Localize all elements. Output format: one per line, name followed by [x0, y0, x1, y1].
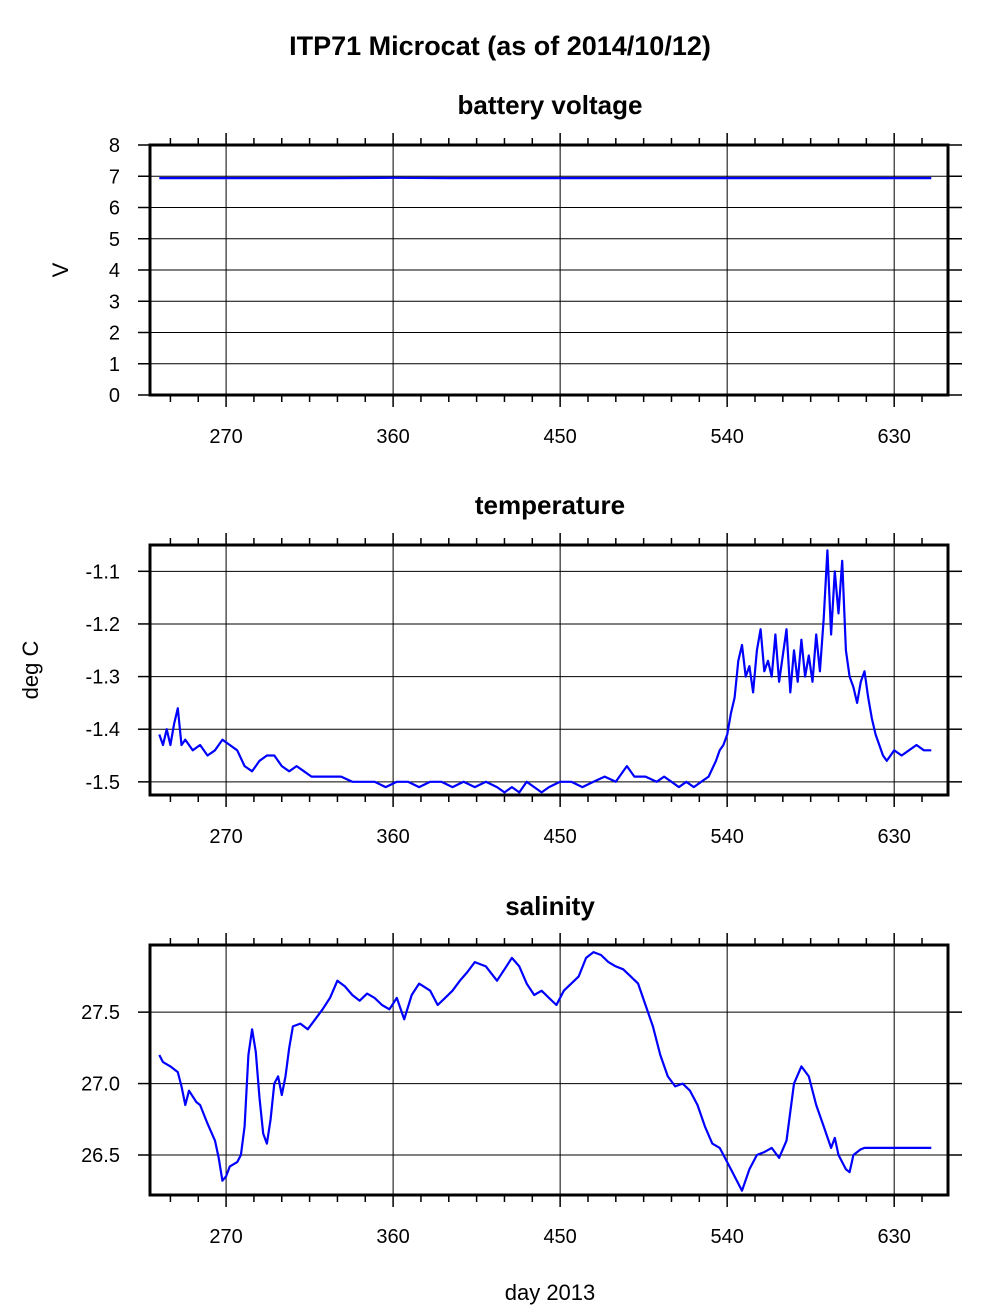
salinity-panel: salinity 270 360 450 540 630 26.5 27.0 27.5	[81, 891, 962, 1248]
salinity-plot-frame	[148, 943, 950, 1197]
battery-voltage-y-tick-label: 1	[109, 354, 120, 376]
salinity-title: salinity	[505, 891, 595, 921]
battery-voltage-x-tick-label: 270	[209, 426, 242, 448]
battery-voltage-y-tick-label: 0	[109, 385, 120, 407]
figure-title: ITP71 Microcat (as of 2014/10/12)	[289, 31, 711, 61]
battery-voltage-y-tick-label: 2	[109, 323, 120, 345]
battery-voltage-x-tick-label: 630	[877, 426, 910, 448]
temperature-x-tick-label: 360	[376, 826, 409, 848]
battery-voltage-panel: battery voltage V 270 360 450 540 630 0 1 2 3 4 5 6…	[48, 90, 962, 448]
battery-voltage-plot-frame	[148, 143, 950, 397]
temperature-x-tick-label: 270	[209, 826, 242, 848]
battery-voltage-x-tick-label: 540	[710, 426, 743, 448]
temperature-y-tick-label: -1.3	[86, 667, 120, 689]
temperature-y-tick-label: -1.5	[86, 772, 120, 794]
battery-voltage-y-tick-label: 6	[109, 198, 120, 220]
salinity-series-line	[158, 950, 932, 1192]
temperature-x-tick-label: 450	[543, 826, 576, 848]
temperature-y-label: deg C	[18, 641, 43, 700]
salinity-x-tick-label: 450	[543, 1226, 576, 1248]
battery-voltage-x-tick-label: 450	[543, 426, 576, 448]
temperature-x-tick-label: 540	[710, 826, 743, 848]
salinity-x-tick-label: 360	[376, 1226, 409, 1248]
battery-voltage-y-tick-label: 7	[109, 166, 120, 188]
salinity-y-tick-label: 27.0	[81, 1074, 120, 1096]
battery-voltage-y-label: V	[48, 262, 73, 277]
battery-voltage-title: battery voltage	[458, 90, 643, 120]
salinity-y-tick-label: 26.5	[81, 1145, 120, 1167]
temperature-x-tick-label: 630	[877, 826, 910, 848]
battery-voltage-y-tick-label: 3	[109, 291, 120, 313]
salinity-x-tick-label: 630	[877, 1226, 910, 1248]
x-axis-label: day 2013	[505, 1280, 596, 1305]
battery-voltage-x-tick-label: 360	[376, 426, 409, 448]
battery-voltage-y-tick-label: 8	[109, 135, 120, 157]
temperature-panel: temperature deg C 270 360 450 540 630 -1.5 -1.…	[18, 490, 962, 848]
temperature-series-line	[158, 549, 932, 794]
temperature-y-tick-label: -1.1	[86, 561, 120, 583]
battery-voltage-y-tick-label: 5	[109, 229, 120, 251]
battery-voltage-y-tick-label: 4	[109, 260, 120, 282]
temperature-y-tick-label: -1.4	[86, 719, 120, 741]
temperature-title: temperature	[475, 490, 625, 520]
temperature-plot-frame	[148, 543, 950, 797]
salinity-y-tick-label: 27.5	[81, 1002, 120, 1024]
temperature-y-tick-label: -1.2	[86, 614, 120, 636]
salinity-x-tick-label: 540	[710, 1226, 743, 1248]
salinity-x-tick-label: 270	[209, 1226, 242, 1248]
